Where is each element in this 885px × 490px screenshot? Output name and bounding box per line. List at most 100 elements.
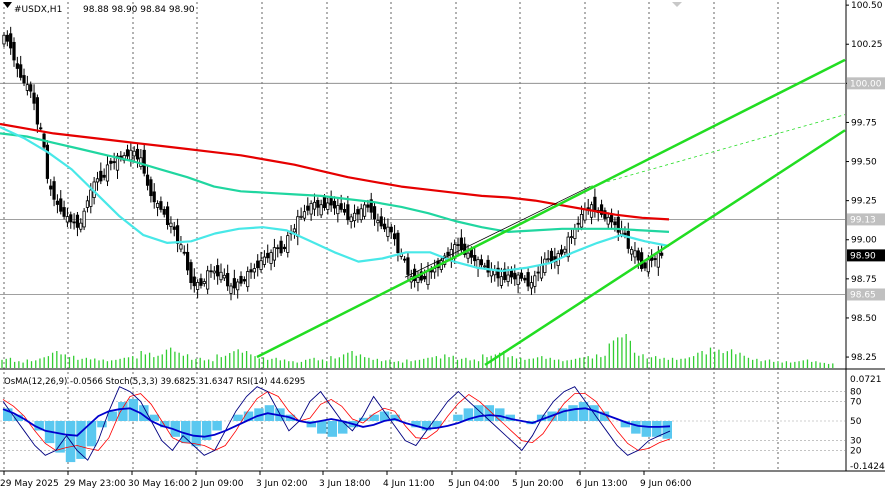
osma-bar: [568, 405, 578, 421]
candle-body: [256, 260, 260, 269]
candle-body: [55, 200, 60, 205]
candle-body: [292, 228, 297, 233]
osma-bar: [338, 421, 348, 434]
candle-body: [349, 216, 353, 223]
candle-body: [369, 199, 373, 213]
candle-body: [499, 276, 504, 286]
candle-body: [403, 258, 407, 261]
osma-bar: [557, 408, 568, 421]
osc-level-label: 70: [850, 397, 862, 407]
candle-body: [660, 252, 664, 256]
time-tick-label: 29 May 23:00: [64, 479, 126, 489]
candle-body: [392, 233, 397, 240]
candle-body: [135, 148, 140, 160]
osc-level-label: 80: [850, 388, 862, 398]
candle-body: [232, 278, 236, 289]
candle-body: [132, 150, 136, 157]
osma-bar: [484, 405, 495, 421]
candle-body: [59, 198, 63, 212]
candle-body: [99, 170, 103, 182]
osma-bar: [86, 421, 97, 447]
candle-body: [643, 262, 647, 269]
candle-body: [29, 84, 33, 92]
candle-body: [483, 265, 487, 268]
candle-body: [15, 63, 19, 69]
candle-body: [529, 282, 534, 289]
candle-body: [69, 214, 73, 223]
candle-body: [473, 254, 477, 262]
price-label: 98.65: [850, 290, 876, 300]
candle-body: [599, 204, 604, 215]
candle-body: [182, 251, 186, 254]
price-tick-label: 99.75: [851, 118, 877, 128]
osma-bar: [369, 414, 379, 421]
osma-bar: [180, 421, 191, 444]
candle-body: [242, 279, 246, 282]
candle-body: [239, 275, 243, 284]
candle-body: [613, 221, 617, 226]
osma-bar: [641, 421, 652, 437]
oscillator-label: OsMA(12,26,9) -0.0566 Stoch(5,3,3) 39.68…: [4, 377, 305, 387]
candle-body: [606, 216, 610, 225]
osma-bar: [34, 421, 44, 431]
candle-body: [186, 251, 190, 271]
osma-bar: [631, 421, 641, 434]
candle-body: [316, 200, 320, 208]
osma-bar: [411, 421, 421, 428]
candle-body: [406, 257, 410, 275]
candle-body: [503, 268, 507, 280]
trend-line: [484, 129, 846, 366]
candle-body: [75, 214, 80, 228]
candle-body: [633, 250, 637, 258]
osma-bar: [327, 421, 337, 437]
candle-body: [226, 273, 230, 287]
candle-body: [279, 240, 283, 254]
candle-body: [216, 265, 220, 277]
candle-body: [172, 226, 176, 230]
candle-body: [446, 251, 450, 256]
price-levels: [0, 82, 845, 295]
candle-body: [155, 203, 160, 208]
candle-body: [296, 216, 300, 237]
candle-body: [376, 220, 380, 224]
candle-body: [640, 252, 644, 269]
candle-body: [593, 196, 597, 212]
osma-bar: [233, 414, 243, 421]
price-tick-label: 99.50: [851, 158, 877, 168]
candle-body: [386, 226, 390, 237]
candles: [2, 26, 664, 301]
candle-body: [396, 232, 400, 254]
osma-bar: [453, 414, 463, 421]
candle-body: [276, 247, 280, 250]
candle-body: [653, 258, 657, 261]
candle-body: [12, 41, 16, 61]
price-tick-label: 98.75: [851, 275, 877, 285]
osma-min-label: -0.1424: [850, 462, 885, 472]
candle-body: [95, 178, 100, 183]
candle-body: [513, 272, 517, 280]
candle-body: [199, 278, 203, 286]
candle-body: [479, 259, 483, 266]
osma-bar: [463, 408, 474, 421]
candle-body: [212, 270, 216, 274]
candle-body: [379, 216, 383, 227]
stoch-signal-line: [2, 391, 671, 451]
osma-bar: [149, 414, 160, 421]
candle-body: [573, 228, 577, 239]
time-tick-label: 6 Jun 13:00: [576, 479, 628, 489]
candle-body: [496, 267, 500, 279]
candle-body: [85, 200, 90, 208]
candle-body: [149, 179, 153, 197]
candle-body: [79, 222, 83, 230]
candle-body: [162, 208, 166, 215]
rsi-line: [2, 407, 671, 438]
candle-body: [583, 209, 587, 221]
price-tick-label: 98.25: [851, 353, 877, 363]
candle-body: [533, 275, 537, 287]
trend-lines: [256, 58, 846, 366]
candle-body: [5, 34, 9, 42]
candle-body: [142, 149, 146, 174]
osma-bar: [652, 421, 662, 437]
